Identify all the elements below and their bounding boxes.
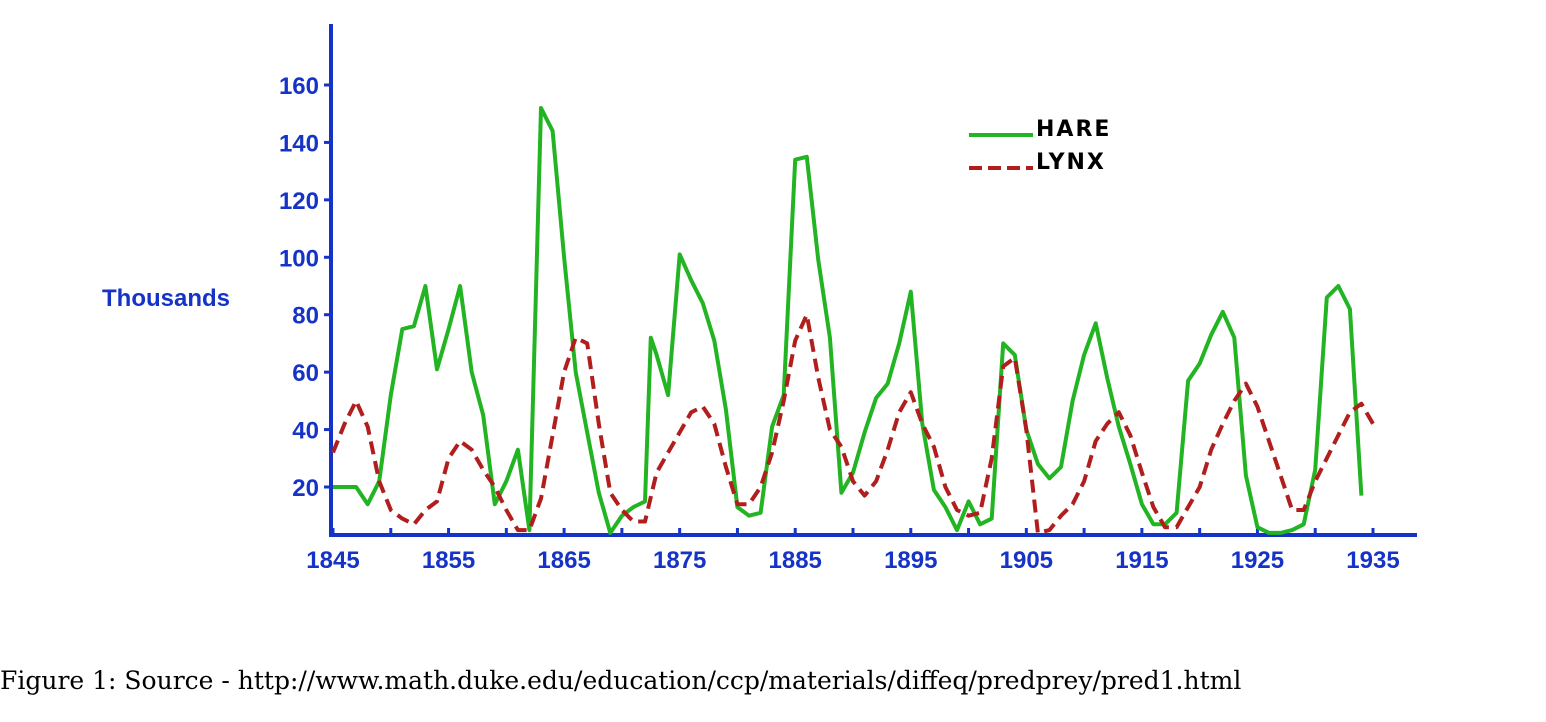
series-line-lynx [331,312,1375,535]
y-axis-label: Thousands [102,285,230,312]
chart-legend: HARE LYNX [969,117,1111,175]
y-tick-label: 80 [292,303,319,330]
x-tick-label: 1905 [1000,547,1053,574]
x-tick-label: 1845 [306,547,359,574]
x-tick-label: 1915 [1115,547,1168,574]
x-tick-label: 1885 [769,547,822,574]
x-tick-label: 1935 [1346,547,1399,574]
figure-caption: Figure 1: Source - http://www.math.duke.… [0,666,1242,695]
x-tick-label: 1865 [537,547,590,574]
y-tick-label: 100 [279,245,319,272]
y-tick-label: 20 [292,475,319,502]
x-axis-ticks: 1845 1855 1865 1875 1885 1895 1905 1915 1925 1935 [306,528,1400,574]
y-tick-label: 140 [279,130,319,157]
y-tick-label: 60 [292,360,319,387]
y-axis-ticks: 20 40 60 80 100 120 140 160 [279,73,333,502]
series-layer [331,106,1375,535]
x-tick-label: 1875 [653,547,706,574]
legend-label-lynx: LYNX [1036,150,1106,175]
legend-label-hare: HARE [1036,117,1111,142]
y-tick-label: 40 [292,418,319,445]
series-line-hare [333,106,1364,535]
chart-axes [329,24,1417,537]
series-lynx [331,312,1375,535]
y-tick-label: 120 [279,188,319,215]
series-hare [333,106,1364,535]
y-tick-label: 160 [279,73,319,100]
x-tick-label: 1925 [1231,547,1284,574]
x-tick-label: 1895 [884,547,937,574]
x-tick-label: 1855 [422,547,475,574]
